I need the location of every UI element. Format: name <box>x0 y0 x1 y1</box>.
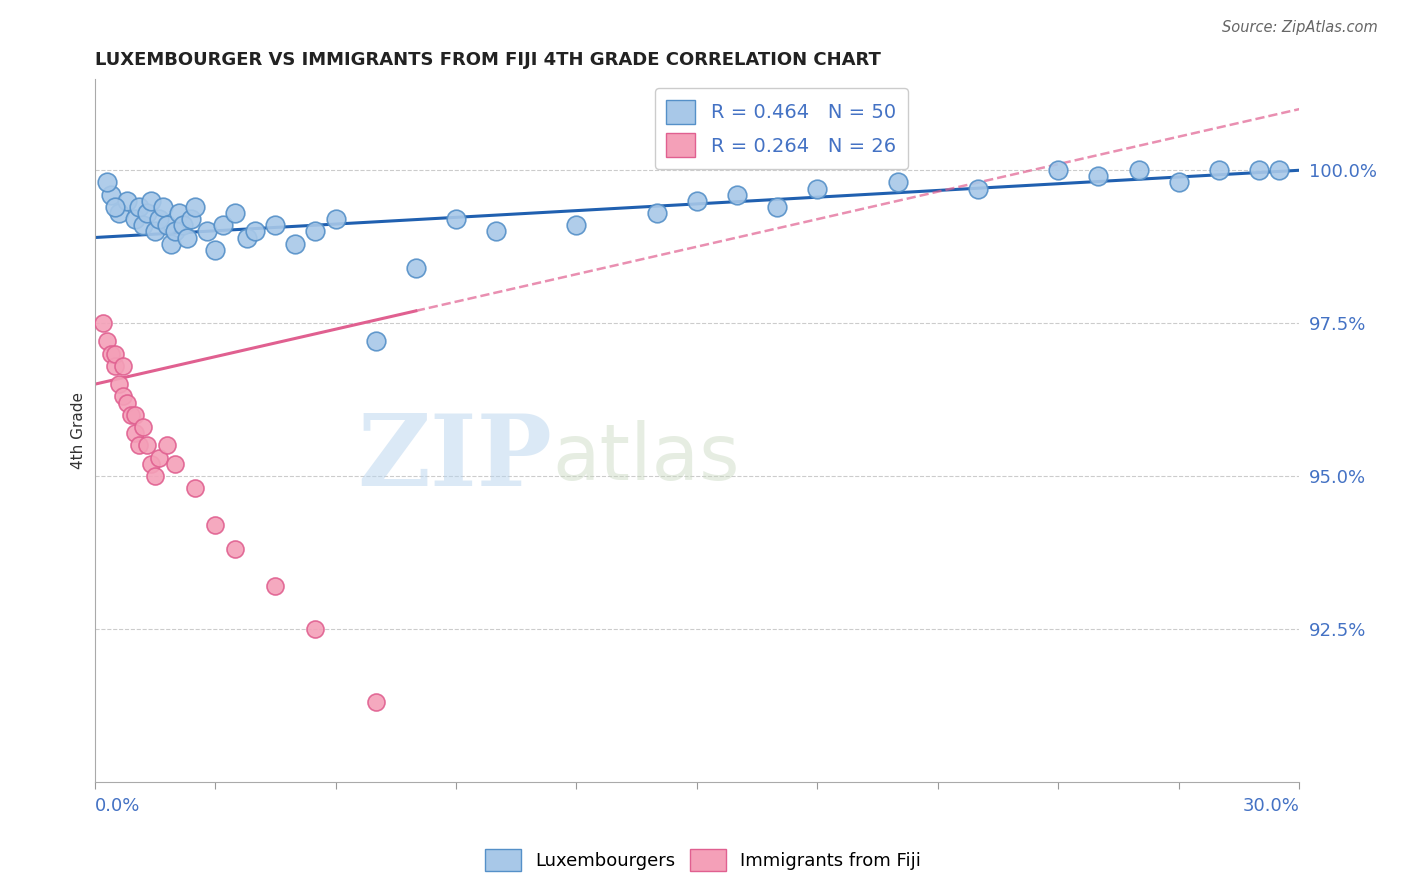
Text: Source: ZipAtlas.com: Source: ZipAtlas.com <box>1222 20 1378 35</box>
Point <box>167 206 190 220</box>
Point <box>176 230 198 244</box>
Point <box>304 224 326 238</box>
Point <box>444 212 467 227</box>
Point <box>107 206 129 220</box>
Text: ZIP: ZIP <box>357 409 553 507</box>
Legend: R = 0.464   N = 50, R = 0.264   N = 26: R = 0.464 N = 50, R = 0.264 N = 26 <box>655 88 908 169</box>
Point <box>124 212 146 227</box>
Point <box>284 236 307 251</box>
Point <box>565 219 588 233</box>
Point <box>485 224 508 238</box>
Point <box>364 695 387 709</box>
Point <box>104 200 127 214</box>
Point <box>184 481 207 495</box>
Point <box>180 212 202 227</box>
Point <box>111 359 134 373</box>
Point <box>725 187 748 202</box>
Point <box>115 395 138 409</box>
Point <box>204 517 226 532</box>
Point <box>156 438 179 452</box>
Point <box>264 579 287 593</box>
Y-axis label: 4th Grade: 4th Grade <box>72 392 86 468</box>
Point <box>1047 163 1070 178</box>
Point <box>115 194 138 208</box>
Point <box>1247 163 1270 178</box>
Point <box>224 542 246 557</box>
Point <box>135 438 157 452</box>
Point <box>1087 169 1109 184</box>
Point <box>100 187 122 202</box>
Point <box>148 450 170 465</box>
Point <box>163 457 186 471</box>
Point <box>152 200 174 214</box>
Point <box>245 224 267 238</box>
Point <box>139 457 162 471</box>
Point <box>111 389 134 403</box>
Point <box>1268 163 1291 178</box>
Point <box>195 224 218 238</box>
Point <box>212 219 235 233</box>
Point <box>405 261 427 276</box>
Point <box>143 224 166 238</box>
Text: 30.0%: 30.0% <box>1243 797 1299 815</box>
Point <box>104 359 127 373</box>
Point <box>156 219 179 233</box>
Text: 0.0%: 0.0% <box>94 797 141 815</box>
Point <box>236 230 259 244</box>
Point <box>96 334 118 349</box>
Point <box>120 408 142 422</box>
Point <box>128 200 150 214</box>
Point <box>184 200 207 214</box>
Point <box>124 408 146 422</box>
Point <box>132 219 155 233</box>
Text: atlas: atlas <box>553 420 740 496</box>
Legend: Luxembourgers, Immigrants from Fiji: Luxembourgers, Immigrants from Fiji <box>478 842 928 879</box>
Point <box>128 438 150 452</box>
Point <box>1128 163 1150 178</box>
Point <box>104 347 127 361</box>
Point <box>91 316 114 330</box>
Point <box>160 236 183 251</box>
Point <box>645 206 668 220</box>
Point <box>107 377 129 392</box>
Point <box>325 212 347 227</box>
Point <box>224 206 246 220</box>
Point <box>686 194 709 208</box>
Point <box>100 347 122 361</box>
Point <box>204 243 226 257</box>
Point <box>132 420 155 434</box>
Point <box>886 176 908 190</box>
Point <box>148 212 170 227</box>
Point <box>135 206 157 220</box>
Point <box>172 219 194 233</box>
Point <box>304 622 326 636</box>
Point <box>766 200 789 214</box>
Point <box>139 194 162 208</box>
Point <box>1167 176 1189 190</box>
Point <box>806 181 828 195</box>
Point <box>143 469 166 483</box>
Text: LUXEMBOURGER VS IMMIGRANTS FROM FIJI 4TH GRADE CORRELATION CHART: LUXEMBOURGER VS IMMIGRANTS FROM FIJI 4TH… <box>94 51 880 69</box>
Point <box>124 426 146 441</box>
Point <box>96 176 118 190</box>
Point <box>364 334 387 349</box>
Point <box>264 219 287 233</box>
Point <box>967 181 990 195</box>
Point <box>163 224 186 238</box>
Point <box>1208 163 1230 178</box>
